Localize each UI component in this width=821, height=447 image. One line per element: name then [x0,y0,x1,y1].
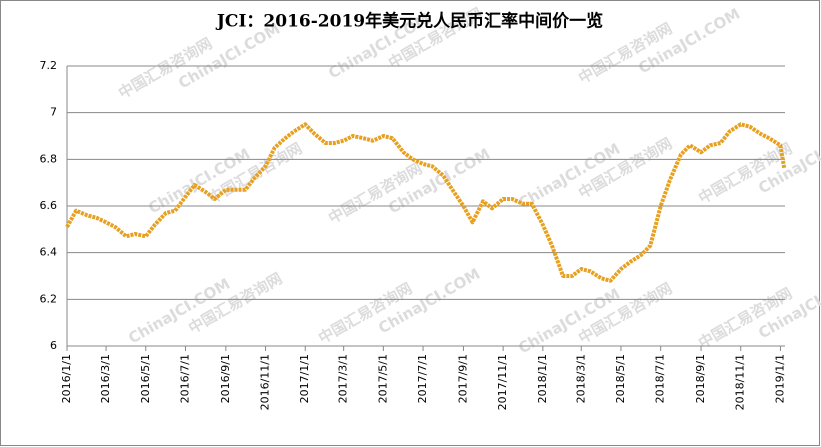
y-tick-label: 6.2 [40,292,58,305]
x-tick-label: 2018/3/1 [574,354,587,403]
x-tick-label: 2017/9/1 [456,354,469,403]
y-tick-label: 6.6 [40,199,58,212]
x-tick-label: 2017/3/1 [337,354,350,403]
y-tick-label: 6.8 [40,152,58,165]
x-tick-label: 2018/5/1 [614,354,627,403]
x-tick-label: 2016/11/1 [259,354,272,410]
chart-title: JCI：2016-2019年美元兑人民币汇率中间价一览 [215,11,603,32]
x-tick-label: 2016/7/1 [178,354,191,403]
x-tick-label: 2018/7/1 [654,354,667,403]
series-line [65,122,787,283]
x-tick-label: 2017/5/1 [376,354,389,403]
x-tick-label: 2016/1/1 [60,354,73,403]
x-tick-label: 2018/11/1 [734,354,747,410]
y-tick-label: 6.4 [40,246,58,259]
y-tick-label: 6 [50,339,57,352]
x-tick-label: 2019/1/1 [773,354,786,403]
x-tick-label: 2017/11/1 [496,354,509,410]
y-tick-label: 7 [50,106,57,119]
y-tick-label: 7.2 [40,59,58,72]
x-tick-label: 2017/7/1 [416,354,429,403]
x-tick-label: 2016/3/1 [99,354,112,403]
x-tick-label: 2016/5/1 [139,354,152,403]
x-tick-label: 2018/1/1 [536,354,549,403]
x-tick-label: 2018/9/1 [694,354,707,403]
x-tick-label: 2016/9/1 [219,354,232,403]
x-tick-label: 2017/1/1 [298,354,311,403]
